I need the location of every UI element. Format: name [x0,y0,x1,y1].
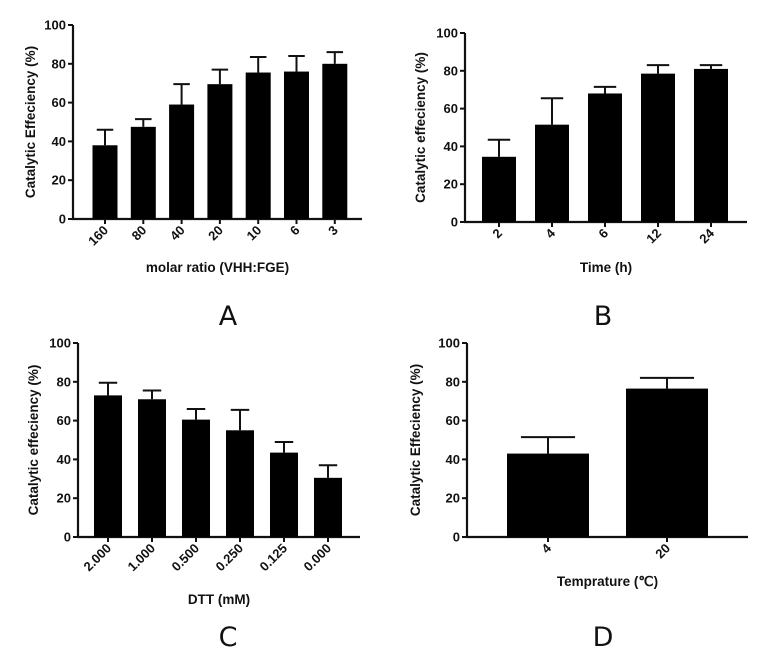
y-axis-label: Catalytic effeciency (%) [26,365,41,516]
chart-panel-d: 0 20 40 60 80 100 4 20 Temprature (℃) Catalytic E… [408,336,748,653]
bar [535,124,569,222]
x-axis-label: Temprature (℃) [557,574,658,589]
y-tick-label: 60 [57,413,71,428]
y-tick-label: 60 [446,413,460,428]
x-axis-label: molar ratio (VHH:FGE) [146,260,289,275]
y-axis-label: Catalytic Effeciency (%) [23,46,38,198]
y-tick-label: 80 [446,374,460,389]
bar [130,126,156,219]
x-tick-label: 20 [205,223,226,244]
x-tick-label: 10 [243,223,264,244]
panel-label: C [219,622,238,653]
bar [641,73,675,222]
y-tick-label: 0 [451,215,458,230]
x-tick-label: 2.000 [81,541,115,575]
panel-label: A [219,301,238,332]
bar [138,399,166,537]
y-tick-label: 100 [49,336,71,351]
bar [626,388,708,537]
x-tick-label: 40 [167,223,188,244]
panel-label: B [594,301,613,332]
bar [322,63,348,219]
y-tick-label: 20 [444,177,458,192]
bar [94,395,122,537]
bar [169,104,195,219]
x-tick-label: 4 [538,540,554,556]
x-tick-label: 12 [643,226,664,247]
y-tick-label: 0 [453,530,460,545]
bar [507,453,589,537]
x-tick-label: 0.250 [213,541,247,575]
x-tick-label: 0.500 [169,541,203,575]
y-tick-label: 40 [52,134,66,149]
x-tick-label: 4 [542,225,558,241]
y-tick-label: 80 [52,56,66,71]
x-tick-label: 80 [129,223,150,244]
x-tick-label: 20 [652,541,673,562]
bar [482,156,516,222]
bar [270,452,298,537]
y-tick-label: 40 [57,452,71,467]
x-tick-label: 0.000 [301,541,335,575]
chart-panel-c: 0 20 40 60 80 100 2.000 1.000 0.500 0.250 0.125 0.0… [26,336,360,653]
bar [245,72,271,219]
bar [284,71,309,219]
y-tick-label: 20 [446,491,460,506]
y-tick-label: 20 [57,491,71,506]
x-tick-label: 2 [489,226,505,242]
x-axis-label: Time (h) [580,260,632,275]
panel-label: D [593,622,614,653]
bar [92,145,118,219]
y-tick-label: 40 [446,452,460,467]
y-tick-label: 100 [436,26,458,41]
y-tick-label: 0 [64,530,71,545]
bar [226,430,254,537]
x-tick-label: 0.125 [257,541,291,575]
x-tick-label: 24 [696,225,717,246]
y-tick-label: 40 [444,139,458,154]
y-axis-label: Catalytic Effeciency (%) [408,364,423,516]
x-tick-label: 3 [325,223,341,239]
bar [694,68,728,222]
y-tick-label: 100 [44,18,66,33]
y-tick-label: 80 [57,374,71,389]
x-tick-label: 160 [85,223,111,249]
y-tick-label: 80 [444,63,458,78]
x-tick-label: 1.000 [125,541,159,575]
bar [182,419,210,537]
x-tick-label: 6 [287,223,303,239]
y-tick-label: 60 [52,95,66,110]
y-tick-label: 100 [438,336,460,351]
y-tick-label: 60 [444,101,458,116]
chart-panel-a: 0 20 40 60 80 100 160 80 40 20 10 6 3 molar ratio (VH… [23,18,362,332]
x-tick-label: 6 [595,226,611,242]
bar [588,93,622,222]
bar [207,84,233,219]
x-axis-label: DTT (mM) [188,592,250,607]
y-axis-label: Catalytic effeciency (%) [413,52,428,203]
bar [314,477,342,537]
y-tick-label: 0 [59,212,66,227]
y-tick-label: 20 [52,173,66,188]
